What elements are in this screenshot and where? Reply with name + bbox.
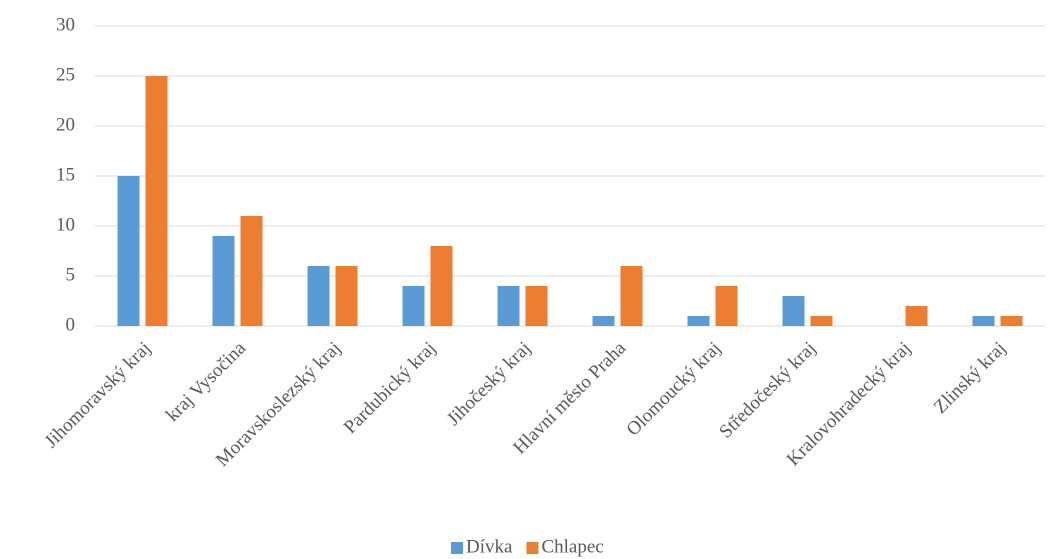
- bar: [715, 286, 738, 326]
- x-tick-label: Jihočeský kraj: [443, 338, 535, 430]
- bar: [402, 286, 425, 326]
- bar: [145, 76, 168, 326]
- bar: [972, 316, 995, 326]
- bar: [1000, 316, 1023, 326]
- legend-swatch: [451, 542, 463, 554]
- bar: [782, 296, 805, 326]
- bar: [905, 306, 928, 326]
- y-tick-label: 30: [56, 14, 75, 35]
- x-tick-label: Pardubický kraj: [340, 338, 440, 438]
- bar: [620, 266, 643, 326]
- x-tick-label: kraj Vysočina: [162, 337, 251, 426]
- bar: [497, 286, 520, 326]
- bar: [240, 216, 263, 326]
- y-tick-label: 5: [66, 264, 76, 285]
- y-tick-label: 0: [66, 314, 76, 335]
- bar: [430, 246, 453, 326]
- y-tick-label: 10: [56, 214, 75, 235]
- legend-label: Dívka: [466, 536, 513, 557]
- bar: [335, 266, 358, 326]
- bar: [307, 266, 330, 326]
- bar: [525, 286, 548, 326]
- x-tick-label: Zlinský kraj: [930, 338, 1010, 418]
- bar: [117, 176, 140, 326]
- legend-label: Chlapec: [541, 536, 603, 557]
- bar: [212, 236, 235, 326]
- legend-swatch: [526, 542, 539, 554]
- bar: [687, 316, 710, 326]
- bar: [810, 316, 833, 326]
- y-tick-label: 25: [56, 64, 75, 85]
- x-tick-label: Středočeský kraj: [715, 338, 820, 443]
- x-tick-label: Olomoucký kraj: [623, 338, 726, 441]
- x-tick-label: Jihomoravský kraj: [41, 338, 155, 452]
- y-tick-label: 20: [56, 114, 75, 135]
- bar: [592, 316, 615, 326]
- y-tick-label: 15: [56, 164, 75, 185]
